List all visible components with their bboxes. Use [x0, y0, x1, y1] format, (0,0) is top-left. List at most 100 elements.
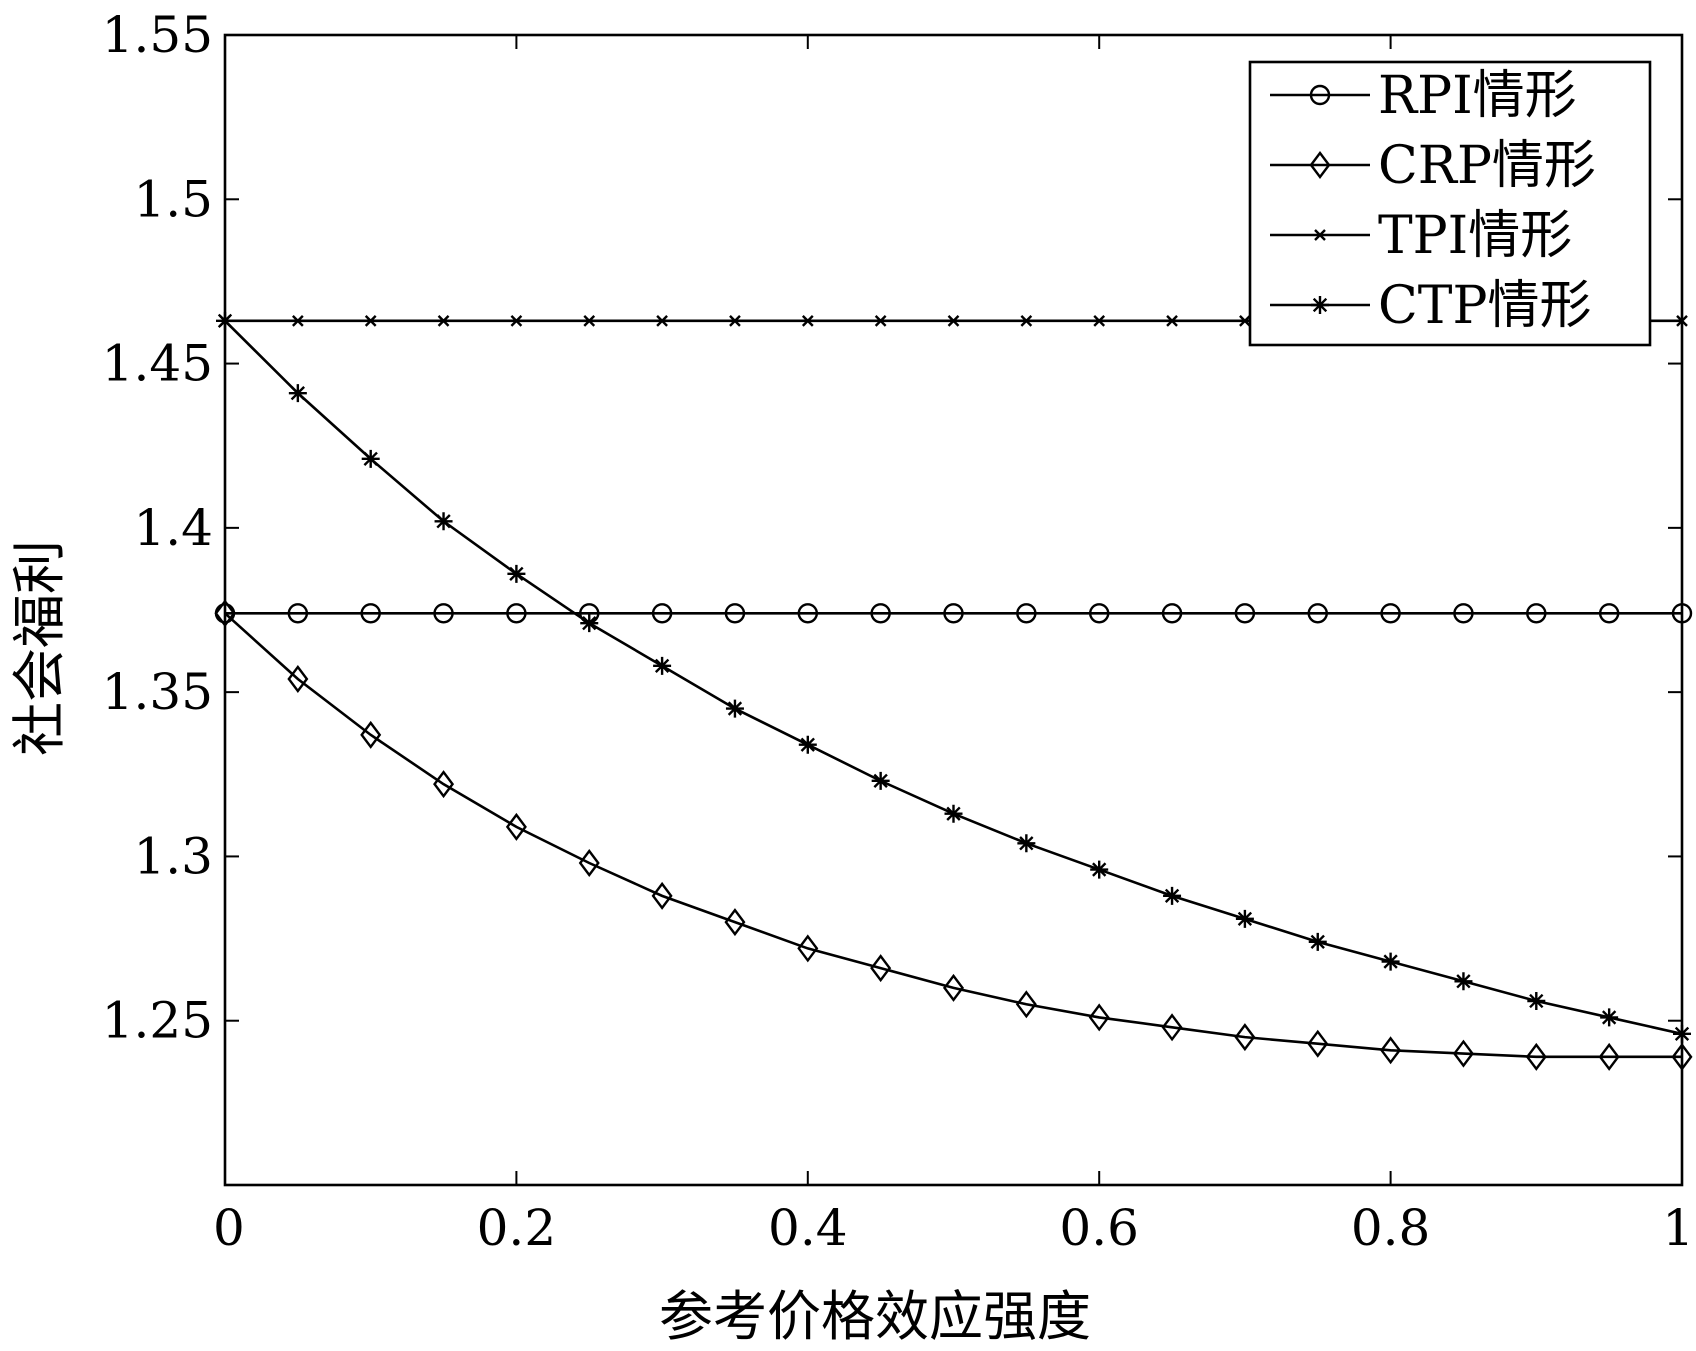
- data-point: [292, 315, 304, 327]
- x-tick-label: 1: [1662, 1199, 1694, 1257]
- series-diamond: [214, 599, 1693, 1071]
- data-point: [580, 614, 599, 633]
- data-point: [1020, 315, 1033, 327]
- data-point: [1453, 603, 1474, 624]
- series-line: [224, 319, 1683, 1036]
- series-circle: [214, 603, 1693, 624]
- data-point: [1598, 1042, 1620, 1071]
- data-point: [1527, 992, 1546, 1010]
- data-point: [1235, 909, 1254, 928]
- legend-label: TPI情形: [1378, 206, 1572, 266]
- data-point: [870, 954, 892, 983]
- data-point: [651, 603, 673, 624]
- data-point: [1239, 315, 1251, 327]
- data-point: [944, 804, 963, 823]
- data-point: [1234, 603, 1256, 624]
- data-point: [1307, 603, 1328, 624]
- data-point: [1526, 603, 1547, 624]
- data-point: [947, 315, 960, 327]
- data-point: [1452, 1039, 1474, 1068]
- data-point: [725, 699, 744, 718]
- plot-frame: [223, 33, 1684, 1187]
- data-point: [943, 973, 964, 1002]
- y-tick-label: 1.35: [102, 663, 213, 721]
- legend-item: CRP情形: [1270, 136, 1596, 196]
- data-point: [506, 603, 527, 624]
- data-point: [1671, 1042, 1693, 1071]
- data-point: [874, 315, 887, 327]
- data-point: [433, 770, 455, 799]
- data-point: [871, 771, 890, 790]
- legend-marker: [1314, 229, 1326, 241]
- data-point: [797, 934, 819, 963]
- x-tick-label: 0.8: [1351, 1199, 1431, 1257]
- y-tick-label: 1.5: [133, 170, 213, 228]
- data-point: [870, 603, 891, 624]
- data-point: [1088, 1003, 1110, 1032]
- data-point: [1598, 603, 1620, 624]
- data-point: [510, 315, 523, 327]
- data-point: [1015, 990, 1037, 1019]
- data-point: [1380, 603, 1401, 624]
- x-tick-label: 0: [213, 1199, 245, 1257]
- legend-label: CRP情形: [1378, 136, 1596, 196]
- data-point: [364, 315, 377, 327]
- data-point: [1454, 972, 1473, 991]
- data-point: [1088, 603, 1110, 624]
- data-point: [1673, 1024, 1691, 1043]
- data-point: [724, 908, 746, 937]
- data-point: [437, 315, 450, 327]
- legend-box: [1248, 60, 1652, 347]
- data-point: [1016, 603, 1037, 624]
- x-tick-label: 0.6: [1059, 1199, 1139, 1257]
- data-point: [798, 735, 817, 754]
- data-point: [1381, 952, 1400, 971]
- series-line: [224, 612, 1682, 1059]
- data-point: [360, 603, 381, 624]
- data-point: [651, 881, 673, 910]
- y-tick-label: 1.3: [133, 827, 213, 885]
- legend-marker: [1311, 296, 1329, 314]
- data-point: [287, 665, 309, 693]
- data-point: [1093, 315, 1106, 327]
- data-point: [943, 603, 964, 624]
- data-point: [1308, 932, 1327, 951]
- y-axis-title: 社会福利: [8, 540, 71, 756]
- data-point: [505, 812, 527, 841]
- legend-label: RPI情形: [1378, 66, 1577, 126]
- legend-item: RPI情形: [1270, 66, 1577, 126]
- data-point: [507, 564, 526, 583]
- series-layer: [214, 311, 1693, 1071]
- y-tick-label: 1.55: [102, 6, 213, 64]
- data-point: [1017, 834, 1036, 853]
- legend-marker: [1309, 151, 1331, 179]
- data-point: [1307, 1029, 1329, 1058]
- y-tick-label: 1.45: [102, 335, 213, 393]
- data-point: [433, 603, 454, 624]
- data-point: [1525, 1042, 1547, 1071]
- legend-label: CTP情形: [1378, 276, 1591, 336]
- data-point: [729, 315, 741, 327]
- legend-item: TPI情形: [1270, 206, 1572, 266]
- legend: RPI情形 CRP情形 TPI情形 CTP情形: [1248, 60, 1652, 347]
- data-point: [216, 311, 234, 330]
- data-point: [801, 315, 814, 327]
- data-point: [578, 849, 600, 877]
- data-point: [583, 315, 596, 327]
- data-point: [360, 720, 382, 749]
- data-point: [214, 599, 236, 628]
- data-point: [1166, 315, 1178, 327]
- data-point: [287, 603, 309, 624]
- series-asterisk: [216, 311, 1691, 1043]
- data-point: [1600, 1008, 1619, 1027]
- data-point: [434, 512, 453, 531]
- y-tick-label: 1.4: [133, 499, 213, 557]
- x-axis-title: 参考价格效应强度: [659, 1285, 1091, 1348]
- data-point: [797, 603, 818, 624]
- data-point: [1161, 603, 1183, 624]
- data-point: [288, 384, 307, 403]
- data-point: [1163, 886, 1182, 905]
- data-point: [1234, 1023, 1256, 1052]
- data-point: [1676, 315, 1688, 327]
